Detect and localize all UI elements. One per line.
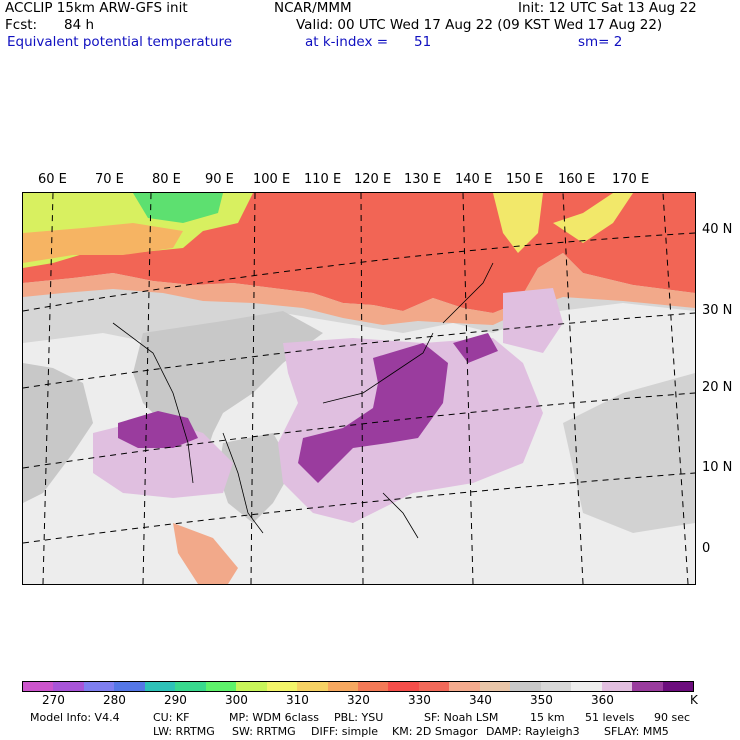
colorbar-swatch: [53, 682, 84, 691]
purple-core: [453, 333, 498, 363]
colorbar-tick: 300: [225, 693, 248, 707]
theta-e-map: [22, 192, 696, 585]
colorbar-swatch: [114, 682, 145, 691]
coastlines: [112, 262, 494, 539]
lon-label: 130 E: [404, 172, 442, 187]
colorbar-swatch: [510, 682, 541, 691]
footer-mp: MP: WDM 6class: [229, 711, 319, 724]
lon-label: 170 E: [612, 172, 650, 187]
colorbar-swatch: [449, 682, 480, 691]
colorbar-swatch: [388, 682, 419, 691]
colorbar-swatch: [297, 682, 328, 691]
level-value: 51: [414, 34, 432, 50]
level-label: at k-index =: [305, 34, 389, 50]
lat-label: 40 N: [702, 222, 733, 237]
model-title: ACCLIP 15km ARW-GFS init: [5, 0, 188, 16]
footer-pbl: PBL: YSU: [334, 711, 384, 724]
lon-label: 70 E: [95, 172, 124, 187]
colorbar-swatch: [418, 682, 450, 691]
colorbar-tick: 270: [42, 693, 65, 707]
lon-label: 160 E: [558, 172, 596, 187]
org-label: NCAR/MMM: [274, 0, 352, 16]
init-time: Init: 12 UTC Sat 13 Aug 22: [518, 0, 697, 16]
colorbar-swatch: [601, 682, 633, 691]
footer-levels: 51 levels: [585, 711, 635, 724]
footer-model-info: Model Info: V4.4: [30, 711, 120, 724]
colorbar-tick: 330: [408, 693, 431, 707]
indochina-gray: [218, 433, 293, 523]
footer-sw: SW: RRTMG: [232, 725, 296, 738]
purple-core: [118, 411, 198, 448]
footer-diff: DIFF: simple: [311, 725, 379, 738]
west-gray: [23, 363, 93, 503]
yellow-patch: [493, 193, 543, 253]
lon-label: 60 E: [38, 172, 67, 187]
footer-sflay: SFLAY: MM5: [604, 725, 669, 738]
colorbar-swatch: [266, 682, 298, 691]
yellow-patch-east: [553, 193, 633, 243]
colorbar-swatch: [479, 682, 511, 691]
colorbar-swatch: [571, 682, 602, 691]
colorbar-tick: 360: [591, 693, 614, 707]
east-gray: [563, 373, 695, 533]
valid-time: Valid: 00 UTC Wed 17 Aug 22 (09 KST Wed …: [296, 17, 663, 33]
lon-label: 150 E: [506, 172, 544, 187]
lat-label: 20 N: [702, 380, 733, 395]
lon-label: 110 E: [304, 172, 342, 187]
colorbar-tick: 350: [530, 693, 553, 707]
lavender-region: [503, 288, 563, 353]
colorbar-swatch: [357, 682, 389, 691]
colorbar-swatch: [205, 682, 237, 691]
footer-cu: CU: KF: [153, 711, 190, 724]
salmon-coast: [173, 523, 238, 584]
lon-label: 90 E: [205, 172, 234, 187]
smoothing-label: sm= 2: [578, 34, 623, 50]
colorbar-tick: 280: [103, 693, 126, 707]
colorbar-tick: 310: [286, 693, 309, 707]
footer-km: KM: 2D Smagor: [392, 725, 478, 738]
forecast-hour: 84 h: [64, 17, 95, 33]
colorbar-tick: 340: [469, 693, 492, 707]
forecast-label: Fcst:: [5, 17, 38, 33]
colorbar-tick: 320: [347, 693, 370, 707]
northwest-orange-region: [23, 223, 183, 263]
lon-label: 80 E: [152, 172, 181, 187]
footer-sf: SF: Noah LSM: [424, 711, 499, 724]
lat-label: 30 N: [702, 303, 733, 318]
colorbar-swatch: [327, 682, 358, 691]
colorbar-swatch: [540, 682, 572, 691]
lat-label: 0: [702, 541, 711, 556]
colorbar-swatch: [236, 682, 267, 691]
colorbar-swatch: [662, 682, 693, 691]
footer-lw: LW: RRTMG: [153, 725, 215, 738]
colorbar-swatch: [632, 682, 663, 691]
colorbar-swatch: [175, 682, 206, 691]
lat-label: 10 N: [702, 460, 733, 475]
green-patch: [133, 193, 223, 223]
lon-label: 100 E: [253, 172, 291, 187]
footer-resolution: 15 km: [530, 711, 565, 724]
purple-core: [298, 343, 448, 483]
field-name: Equivalent potential temperature: [7, 34, 233, 50]
footer-damp: DAMP: Rayleigh3: [486, 725, 580, 738]
colorbar: [22, 681, 694, 692]
lon-label: 140 E: [455, 172, 493, 187]
lon-label: 120 E: [354, 172, 392, 187]
colorbar-swatch: [144, 682, 176, 691]
colorbar-swatch: [83, 682, 115, 691]
colorbar-tick: 290: [164, 693, 187, 707]
footer-timestep: 90 sec: [654, 711, 691, 724]
colorbar-unit: K: [690, 693, 698, 707]
colorbar-swatch: [23, 682, 54, 691]
